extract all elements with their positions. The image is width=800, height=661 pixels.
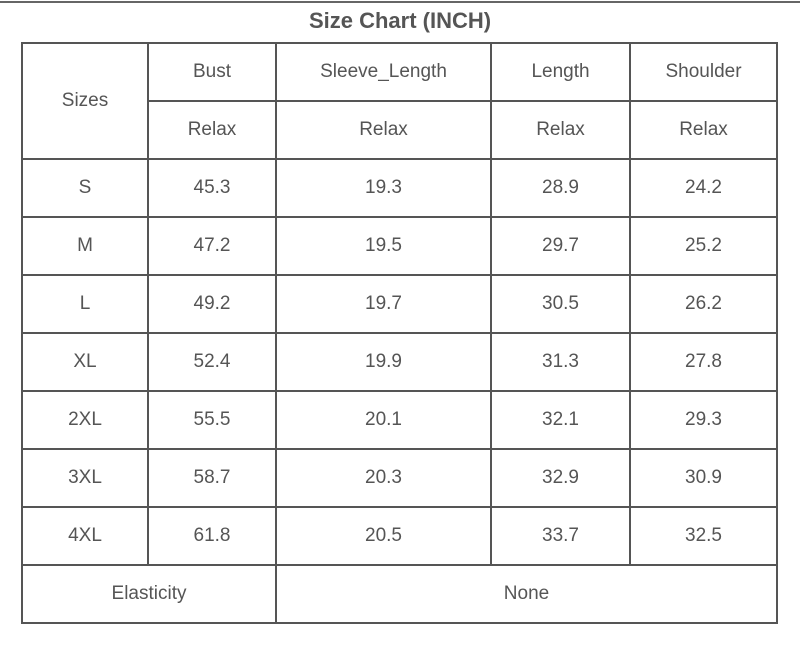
title: Size Chart (INCH) (308, 8, 492, 33)
measurement: 47.2 (147, 216, 277, 276)
table-row: 4XL 61.8 20.5 33.7 32.5 (21, 506, 778, 566)
sub-header: Relax (629, 100, 778, 160)
sub-header: Relax (147, 100, 277, 160)
column-header: Length (490, 42, 631, 102)
size-label: S (21, 158, 149, 218)
table-row: 2XL 55.5 20.1 32.1 29.3 (21, 390, 778, 450)
measurement: 30.9 (629, 448, 778, 508)
measurement: 27.8 (629, 332, 778, 392)
measurement: 24.2 (629, 158, 778, 218)
table-row: S 45.3 19.3 28.9 24.2 (21, 158, 778, 218)
footer-value: None (275, 564, 778, 624)
measurement: 45.3 (147, 158, 277, 218)
measurement: 58.7 (147, 448, 277, 508)
size-label: 3XL (21, 448, 149, 508)
size-label: M (21, 216, 149, 276)
measurement: 25.2 (629, 216, 778, 276)
column-header: Bust (147, 42, 277, 102)
table-row: Elasticity None (21, 564, 778, 624)
measurement: 19.7 (275, 274, 492, 334)
table-row: Relax Relax Relax Relax (22, 100, 778, 160)
table-row: 3XL 58.7 20.3 32.9 30.9 (21, 448, 778, 508)
measurement: 61.8 (147, 506, 277, 566)
column-header: Shoulder (629, 42, 778, 102)
table-row: M 47.2 19.5 29.7 25.2 (21, 216, 778, 276)
table-row: XL 52.4 19.9 31.3 27.8 (21, 332, 778, 392)
sub-header: Relax (275, 100, 492, 160)
measurement: 29.3 (629, 390, 778, 450)
measurement: 26.2 (629, 274, 778, 334)
size-label: 4XL (21, 506, 149, 566)
sizes-header: Sizes (21, 42, 149, 160)
size-table: Sizes Bust Sleeve_Length Length Shoulder Rela… (21, 42, 778, 624)
measurement: 19.9 (275, 332, 492, 392)
top-rule (0, 1, 800, 3)
measurement: 33.7 (490, 506, 631, 566)
size-label: 2XL (21, 390, 149, 450)
size-label: L (21, 274, 149, 334)
table-row: Sizes Bust Sleeve_Length Length Shoulder (21, 42, 778, 160)
measurement: 28.9 (490, 158, 631, 218)
measurement: 31.3 (490, 332, 631, 392)
measurement: 32.5 (629, 506, 778, 566)
column-header: Sleeve_Length (275, 42, 492, 102)
size-label: XL (21, 332, 149, 392)
sub-header: Relax (490, 100, 631, 160)
measurement: 30.5 (490, 274, 631, 334)
measurement: 19.5 (275, 216, 492, 276)
measurement: 20.5 (275, 506, 492, 566)
measurement: 49.2 (147, 274, 277, 334)
footer-label: Elasticity (21, 564, 277, 624)
table-row: L 49.2 19.7 30.5 26.2 (21, 274, 778, 334)
measurement: 20.1 (275, 390, 492, 450)
measurement: 32.1 (490, 390, 631, 450)
measurement: 55.5 (147, 390, 277, 450)
measurement: 32.9 (490, 448, 631, 508)
measurement: 29.7 (490, 216, 631, 276)
measurement: 19.3 (275, 158, 492, 218)
measurement: 20.3 (275, 448, 492, 508)
measurement: 52.4 (147, 332, 277, 392)
